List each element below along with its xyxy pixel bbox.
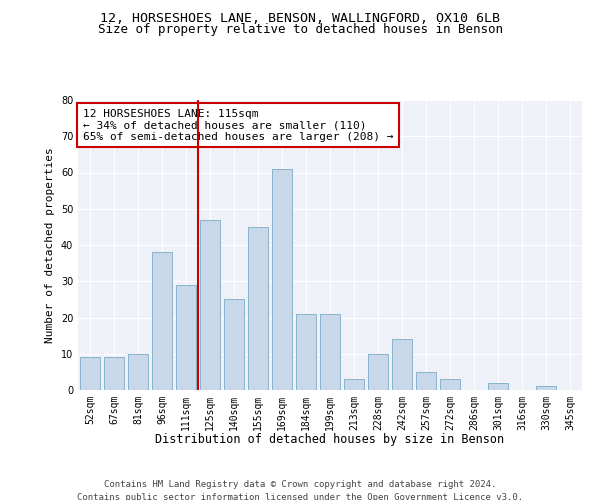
Bar <box>200 220 220 390</box>
Bar <box>80 358 100 390</box>
Bar <box>272 169 292 390</box>
Bar <box>488 383 508 390</box>
Bar <box>152 252 172 390</box>
Bar <box>320 314 340 390</box>
Bar <box>104 358 124 390</box>
Text: Contains HM Land Registry data © Crown copyright and database right 2024.: Contains HM Land Registry data © Crown c… <box>104 480 496 489</box>
Bar <box>128 354 148 390</box>
Bar <box>536 386 556 390</box>
Text: Distribution of detached houses by size in Benson: Distribution of detached houses by size … <box>155 432 505 446</box>
Bar <box>440 379 460 390</box>
Bar <box>416 372 436 390</box>
Bar <box>176 285 196 390</box>
Text: Contains public sector information licensed under the Open Government Licence v3: Contains public sector information licen… <box>77 492 523 500</box>
Bar <box>344 379 364 390</box>
Bar <box>392 339 412 390</box>
Bar <box>368 354 388 390</box>
Bar <box>224 300 244 390</box>
Y-axis label: Number of detached properties: Number of detached properties <box>45 147 55 343</box>
Bar <box>248 227 268 390</box>
Text: 12 HORSESHOES LANE: 115sqm
← 34% of detached houses are smaller (110)
65% of sem: 12 HORSESHOES LANE: 115sqm ← 34% of deta… <box>83 108 394 142</box>
Text: 12, HORSESHOES LANE, BENSON, WALLINGFORD, OX10 6LB: 12, HORSESHOES LANE, BENSON, WALLINGFORD… <box>100 12 500 26</box>
Text: Size of property relative to detached houses in Benson: Size of property relative to detached ho… <box>97 22 503 36</box>
Bar <box>296 314 316 390</box>
